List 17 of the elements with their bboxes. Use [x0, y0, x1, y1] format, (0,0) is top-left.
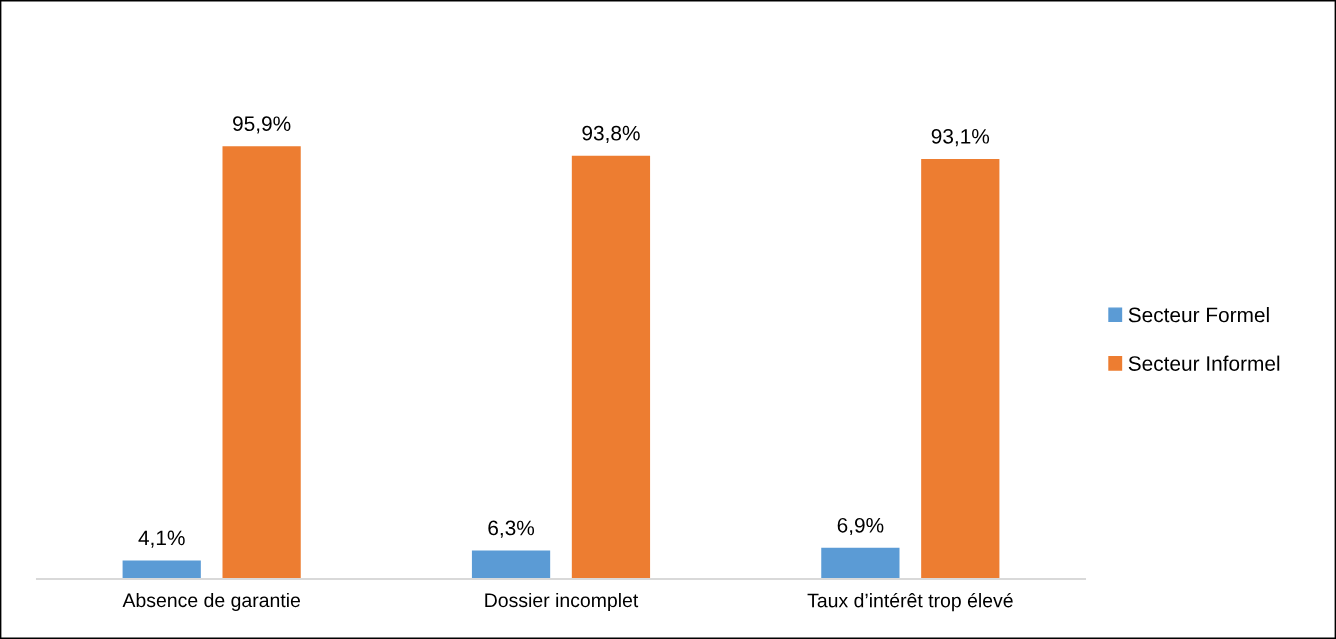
data-label: 6,9%	[837, 517, 884, 536]
legend-label: Secteur Formel	[1128, 307, 1269, 323]
bar	[122, 560, 201, 579]
data-label: 95,9%	[233, 116, 291, 134]
bar	[471, 550, 551, 579]
data-label: 6,3%	[488, 520, 535, 538]
bar	[921, 158, 1000, 579]
x-tick-label: Dossier incomplet	[485, 592, 639, 612]
bar	[222, 146, 301, 579]
bar	[821, 547, 900, 579]
data-label: 93,8%	[582, 125, 640, 143]
x-tick-label: Absence de garantie	[122, 592, 300, 612]
data-label: 93,1%	[931, 128, 990, 147]
x-tick-label: Taux d’intérêt trop élevé	[807, 592, 1013, 612]
legend-label: Secteur Informel	[1128, 355, 1280, 371]
bar	[571, 155, 651, 579]
data-label: 4,1%	[138, 530, 185, 548]
